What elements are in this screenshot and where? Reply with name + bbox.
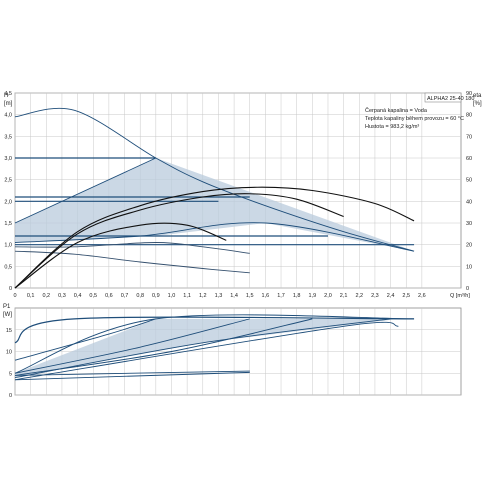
x-tick-label: 2,5 (402, 293, 410, 299)
operating-area-shading (15, 158, 415, 252)
x-tick-label: 0,4 (74, 293, 82, 299)
power-curves (14, 314, 415, 381)
x-tick-label: 0,6 (105, 293, 113, 299)
curve-power-pp-high (14, 314, 415, 374)
y2-tick-label: 30 (466, 221, 472, 227)
y-tick-label: 4,5 (4, 91, 12, 97)
y-tick-label: 2,5 (4, 178, 12, 184)
curve-power-cp-high (14, 318, 156, 361)
y-tick-label: 3,0 (4, 156, 12, 162)
x-tick-label: 0,8 (136, 293, 144, 299)
curve-power-cp-mid (14, 318, 250, 374)
y2-tick-labels: 0 10 20 30 40 50 60 70 80 90 (466, 91, 472, 292)
x-tick-label: 0,2 (42, 293, 50, 299)
curve-power-min2 (14, 371, 250, 381)
x-tick-label: 0 (13, 293, 16, 299)
y-axis-label-h: H (4, 93, 8, 99)
curve-proportional-pressure-high (14, 157, 157, 224)
power-y-tick-label: 5 (9, 371, 12, 377)
x-tick-label: 2,6 (418, 293, 426, 299)
curve-power-max (14, 316, 415, 344)
y-tick-label: 3,5 (4, 134, 12, 140)
x-tick-label: 1,1 (183, 293, 191, 299)
y-axis-unit-p1: [W] (3, 312, 12, 318)
curve-intermediate-curve (14, 242, 250, 254)
y2-tick-label: 20 (466, 243, 472, 249)
model-label: ALPHA2 25-40 180 (427, 96, 474, 102)
power-y-tick-label: 0 (9, 393, 12, 399)
y2-tick-label: 10 (466, 264, 472, 270)
x-tick-label: 1,8 (293, 293, 301, 299)
x-tick-label: 0,1 (27, 293, 35, 299)
y-tick-label: 0,5 (4, 264, 12, 270)
x-tick-label: 1,2 (199, 293, 207, 299)
model-label-box (424, 92, 462, 103)
power-y-tick-labels: 0 5 10 15 (6, 328, 12, 399)
curve-min-curve (14, 250, 250, 274)
info-line-fluid: Čerpaná kapalina = Voda (365, 107, 428, 114)
curve-power-plateau (14, 321, 399, 381)
power-y-tick-label: 15 (6, 328, 12, 334)
y2-tick-label: 50 (466, 178, 472, 184)
x-tick-label: 2,2 (355, 293, 363, 299)
x-tick-label: 2,4 (387, 293, 395, 299)
y2-axis-unit-eta: [%] (473, 101, 482, 107)
x-tick-label: 1,6 (262, 293, 270, 299)
operating-area (15, 158, 415, 252)
x-tick-label: 0,5 (89, 293, 97, 299)
x-tick-label: 1,9 (309, 293, 317, 299)
x-tick-label: 0,7 (121, 293, 129, 299)
x-tick-label: 0,3 (58, 293, 66, 299)
curve-power-limit (14, 318, 391, 379)
curve-efficiency-max (14, 186, 415, 289)
x-tick-label: 1,5 (246, 293, 254, 299)
x-tick-label: 1,0 (168, 293, 176, 299)
y-tick-label: 0 (9, 286, 12, 292)
head-panel: 0 0,1 0,2 0,3 0,4 0,5 0,6 0,7 0,8 0,9 1,0 1,1 1,2 1,3… (4, 91, 482, 299)
x-tick-label: 1,4 (230, 293, 238, 299)
y-axis-label-p1: P1 (3, 304, 11, 310)
x-tick-label: 0,9 (152, 293, 160, 299)
x-tick-label: 2,0 (324, 293, 332, 299)
x-tick-label: 1,3 (215, 293, 223, 299)
x-tick-label: 1,7 (277, 293, 285, 299)
y-tick-label: 1,0 (4, 243, 12, 249)
y-axis-unit-h: [m] (4, 101, 13, 107)
head-curves (14, 107, 415, 289)
info-line-density: Hustota = 983,2 kg/m³ (365, 124, 419, 130)
x-tick-label: 2,3 (371, 293, 379, 299)
curve-max-curve (14, 107, 415, 252)
y2-tick-label: 60 (466, 156, 472, 162)
y-tick-label: 1,5 (4, 221, 12, 227)
curve-power-min (14, 370, 250, 376)
info-line-temperature: Teplota kapaliny během provozu = 60 °C (365, 116, 464, 122)
curve-autoadapt-limit (14, 222, 415, 252)
curve-efficiency-mid (14, 193, 344, 289)
y-tick-label: 4,0 (4, 113, 12, 119)
y2-tick-label: 0 (466, 286, 469, 292)
curve-efficiency-low (14, 222, 227, 289)
power-panel: 0 5 10 15 P1 [W] (3, 304, 462, 399)
y2-tick-label: 80 (466, 113, 472, 119)
y2-axis-label-eta: eta (473, 93, 482, 99)
x-tick-label: 2,1 (340, 293, 348, 299)
y2-tick-label: 40 (466, 199, 472, 205)
y-tick-labels: 0 0,5 1,0 1,5 2,0 2,5 3,0 3,5 4,0 4,5 (4, 91, 12, 292)
y2-tick-label: 90 (466, 91, 472, 97)
y2-tick-label: 70 (466, 134, 472, 140)
power-y-tick-label: 10 (6, 350, 12, 356)
x-axis-label-q: Q [m³/h] (450, 293, 470, 299)
y-tick-label: 2,0 (4, 199, 12, 205)
x-tick-labels: 0 0,1 0,2 0,3 0,4 0,5 0,6 0,7 0,8 0,9 1,0 1,1 1,2 1,3… (13, 293, 425, 299)
